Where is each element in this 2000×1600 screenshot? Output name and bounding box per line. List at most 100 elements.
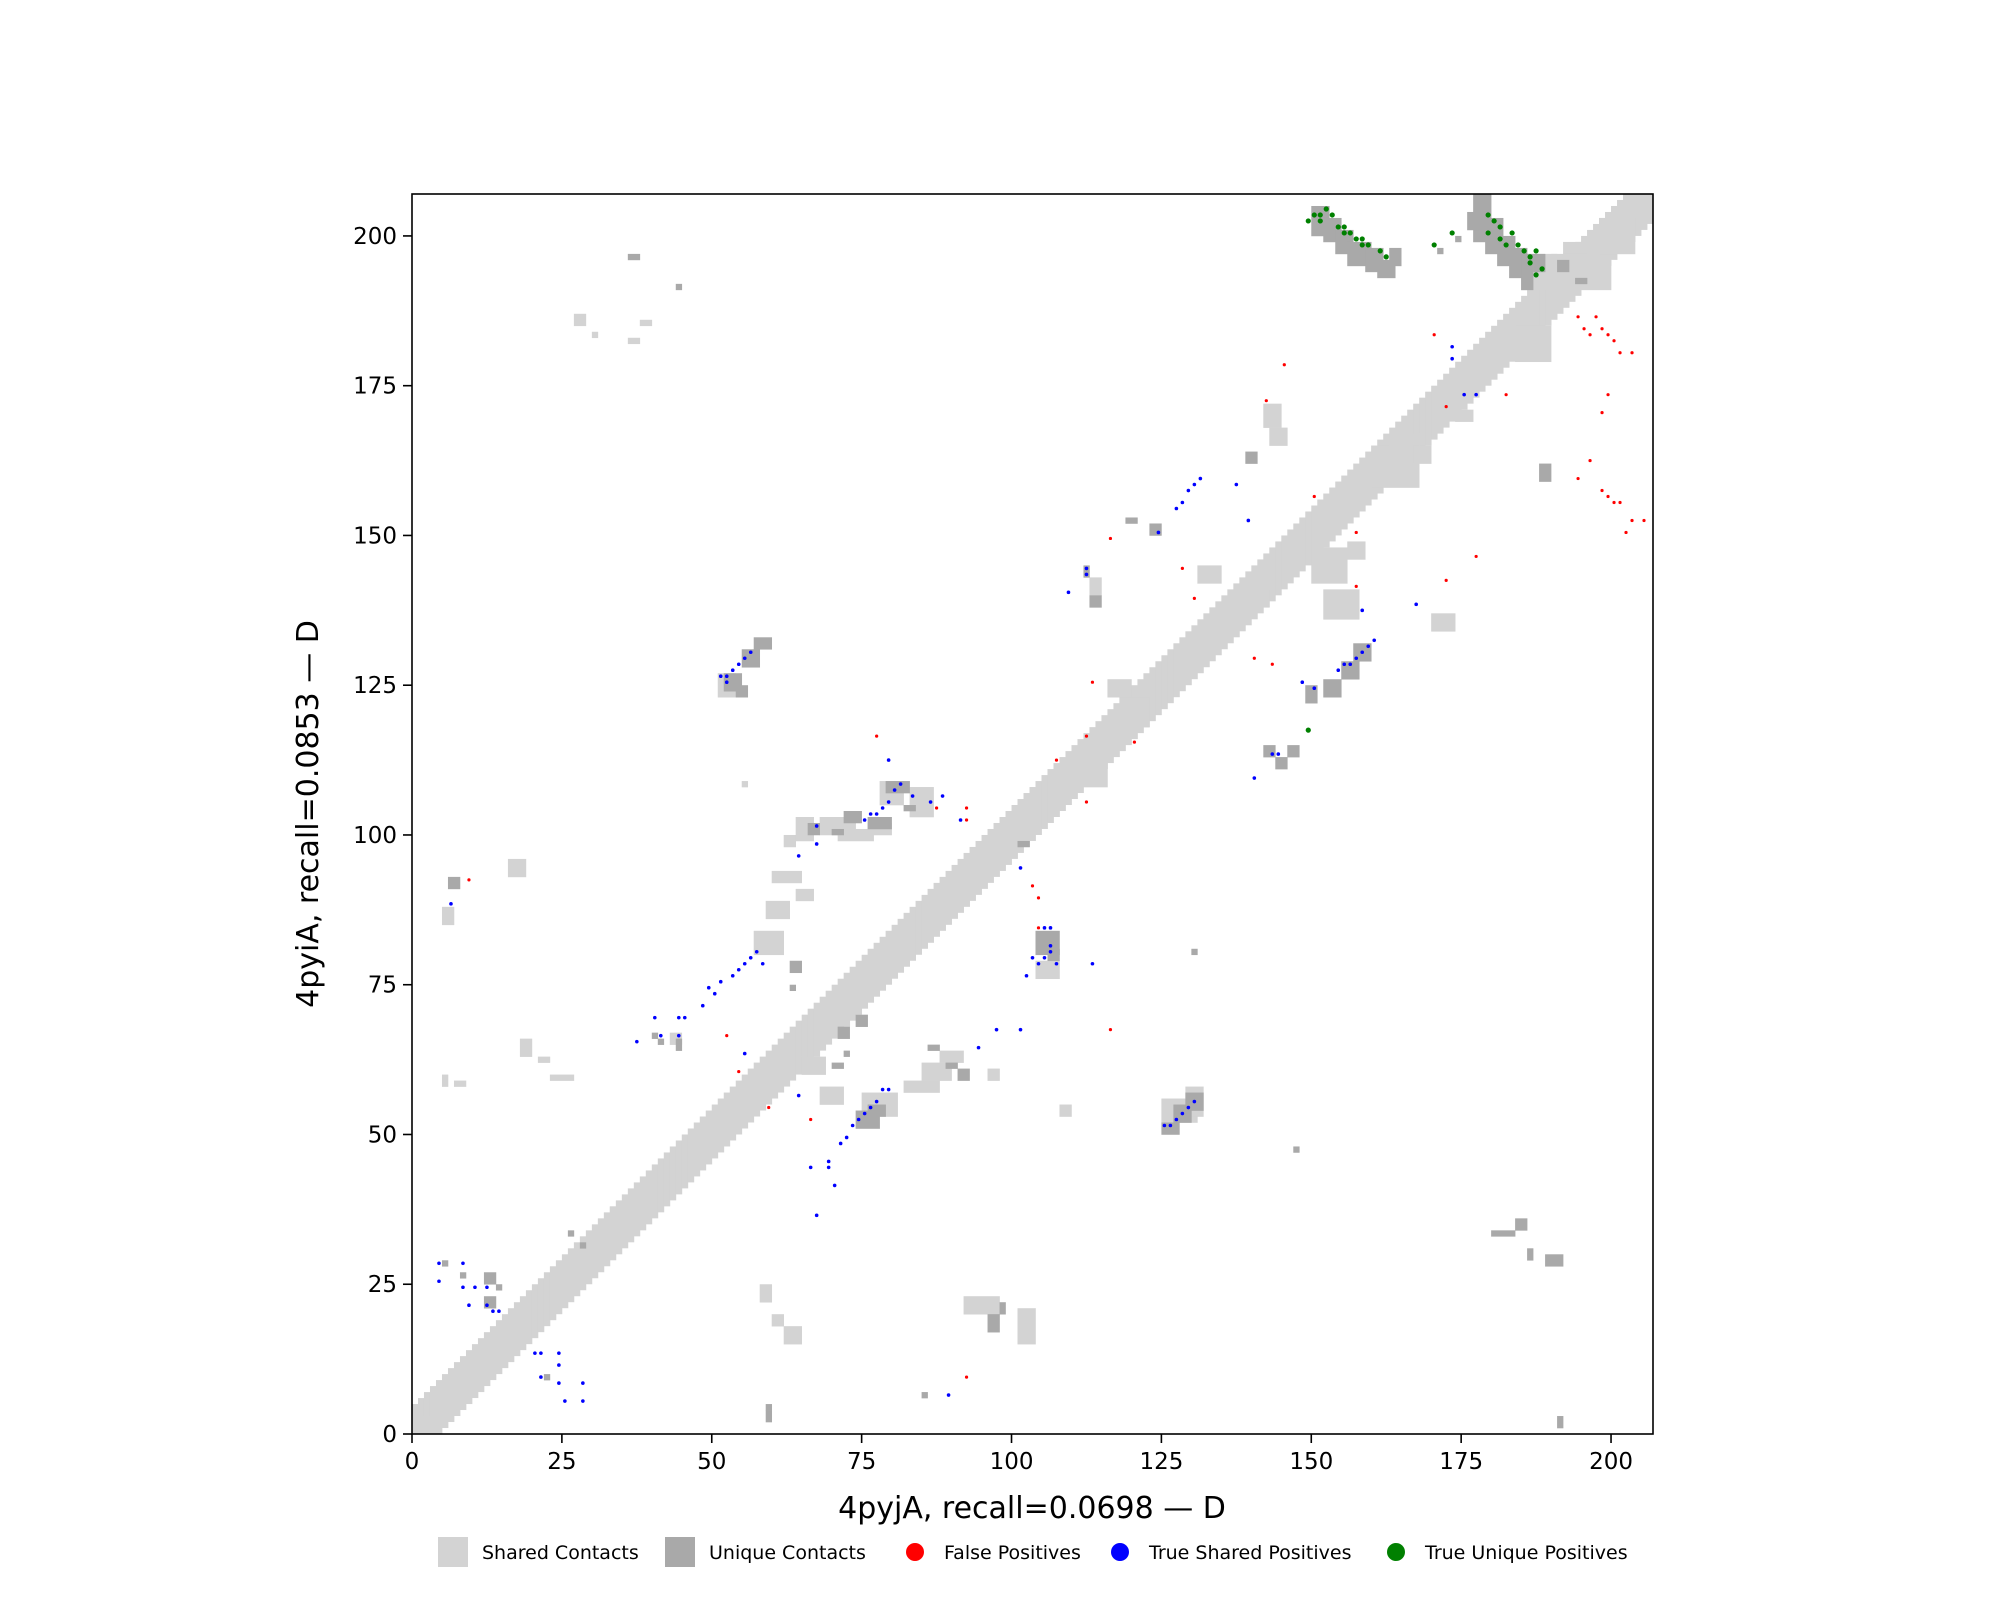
shared-contact-cell bbox=[651, 1164, 659, 1219]
true-shared-positive-point bbox=[814, 1213, 819, 1218]
unique-contact-cell bbox=[741, 649, 761, 668]
true-shared-positive-point bbox=[742, 656, 747, 661]
legend-swatch bbox=[438, 1537, 468, 1567]
true-shared-positive-point bbox=[940, 794, 945, 798]
true-shared-positive-point bbox=[1054, 961, 1059, 966]
true-shared-positive-point bbox=[868, 812, 873, 816]
shared-contact-cell bbox=[537, 1278, 545, 1333]
shared-contact-cell bbox=[1539, 277, 1546, 332]
false-positive-point bbox=[1576, 315, 1580, 319]
shared-contact-cell bbox=[1485, 331, 1492, 386]
shared-contact-cell bbox=[765, 900, 790, 920]
shared-contact-cell bbox=[981, 834, 988, 889]
true-shared-positive-point bbox=[880, 806, 885, 810]
false-positive-point bbox=[1084, 734, 1089, 738]
shared-contact-cell bbox=[1545, 271, 1552, 326]
false-positive-point bbox=[725, 1034, 729, 1038]
shared-contact-cell bbox=[783, 1032, 791, 1087]
shared-contact-cell bbox=[609, 1206, 617, 1261]
true-shared-positive-point bbox=[814, 842, 819, 846]
shared-contact-cell bbox=[921, 1062, 952, 1081]
shared-contact-cell bbox=[1233, 583, 1240, 638]
shared-contact-cell bbox=[1641, 194, 1648, 230]
shared-contact-cell bbox=[1371, 445, 1390, 464]
unique-contact-cell bbox=[735, 685, 749, 698]
shared-contact-cell bbox=[609, 1206, 641, 1231]
true-shared-positive-point bbox=[653, 1015, 657, 1020]
legend-label: False Positives bbox=[944, 1542, 1081, 1564]
plot-frame bbox=[411, 193, 1654, 1435]
shared-contact-cell bbox=[1323, 589, 1360, 620]
true-unique-positive-point bbox=[1305, 727, 1311, 733]
true-shared-positive-point bbox=[1414, 602, 1418, 607]
shared-contact-cell bbox=[777, 1038, 785, 1093]
false-positive-point bbox=[934, 806, 939, 810]
shared-contact-cell bbox=[1107, 679, 1132, 698]
true-unique-positive-point bbox=[1533, 248, 1539, 254]
shared-contact-cell bbox=[1347, 469, 1354, 524]
unique-contact-cell bbox=[1245, 451, 1258, 464]
y-tick-label: 100 bbox=[353, 823, 397, 849]
shared-contact-cell bbox=[669, 1146, 677, 1201]
false-positive-point bbox=[1642, 518, 1646, 523]
shared-contact-cell bbox=[1317, 499, 1324, 554]
legend: Shared Contacts Unique Contacts False Posi… bbox=[438, 1537, 1628, 1567]
shared-contact-cell bbox=[987, 828, 994, 883]
true-shared-positive-point bbox=[437, 1261, 441, 1266]
unique-contact-cell bbox=[1125, 517, 1138, 524]
true-shared-positive-point bbox=[1348, 662, 1353, 667]
shared-contact-cell bbox=[1467, 349, 1474, 404]
unique-contact-cell bbox=[1089, 595, 1102, 608]
shared-contact-cell bbox=[1119, 697, 1150, 728]
true-shared-positive-point bbox=[886, 800, 891, 804]
shared-contact-cell bbox=[693, 1122, 701, 1177]
shared-contact-cell bbox=[441, 1074, 449, 1087]
shared-contact-cell bbox=[639, 1176, 647, 1231]
true-unique-positive-point bbox=[1521, 248, 1527, 254]
shared-contact-cell bbox=[591, 1224, 599, 1279]
false-positive-point bbox=[1504, 393, 1508, 397]
true-unique-positive-point bbox=[1449, 230, 1455, 236]
shared-contact-cell bbox=[783, 834, 796, 848]
y-tick-label: 175 bbox=[353, 374, 397, 400]
shared-contact-cell bbox=[771, 1044, 779, 1099]
false-positive-point bbox=[1180, 566, 1184, 571]
false-positive-point bbox=[1612, 339, 1616, 343]
unique-contact-cell bbox=[1323, 679, 1342, 698]
shared-contact-cell bbox=[1017, 1308, 1036, 1345]
shared-contact-cell bbox=[1635, 194, 1642, 236]
false-positive-point bbox=[467, 878, 471, 882]
shared-contact-cell bbox=[1035, 781, 1042, 835]
shared-contact-cell bbox=[1005, 811, 1012, 865]
true-shared-positive-point bbox=[844, 1135, 849, 1140]
shared-contact-cell bbox=[909, 906, 916, 961]
unique-contact-cell bbox=[789, 984, 796, 992]
shared-contact-cell bbox=[1095, 721, 1102, 776]
false-positive-point bbox=[1600, 411, 1604, 415]
true-shared-positive-point bbox=[1018, 1027, 1023, 1032]
shared-contact-cell bbox=[483, 1332, 491, 1387]
true-shared-positive-point bbox=[1360, 608, 1365, 613]
true-unique-positive-point bbox=[1317, 212, 1323, 218]
true-unique-positive-point bbox=[1431, 242, 1437, 248]
x-axis-title: 4pyjA, recall=0.0698 — D bbox=[838, 1491, 1226, 1526]
true-shared-positive-point bbox=[1372, 638, 1377, 643]
shared-contact-cell bbox=[675, 1140, 683, 1195]
false-positive-point bbox=[1588, 333, 1592, 337]
true-shared-positive-point bbox=[1090, 961, 1095, 966]
y-tick-label: 150 bbox=[353, 523, 397, 549]
shared-contact-cell bbox=[579, 1236, 587, 1291]
false-positive-point bbox=[1594, 315, 1598, 319]
legend-marker bbox=[1387, 1543, 1405, 1561]
true-shared-positive-point bbox=[886, 1087, 891, 1092]
shared-contact-cell bbox=[687, 1128, 695, 1183]
shared-contact-cell bbox=[1551, 265, 1558, 320]
shared-contact-cell bbox=[1473, 343, 1480, 398]
shared-contact-cell bbox=[525, 1290, 533, 1345]
x-tick-label: 175 bbox=[1439, 1449, 1483, 1475]
shared-contact-cell bbox=[453, 1362, 461, 1417]
unique-contact-cell bbox=[627, 253, 641, 261]
shared-contact-cell bbox=[657, 1158, 665, 1213]
shared-contact-cell bbox=[879, 936, 887, 991]
false-positive-point bbox=[1354, 584, 1358, 588]
